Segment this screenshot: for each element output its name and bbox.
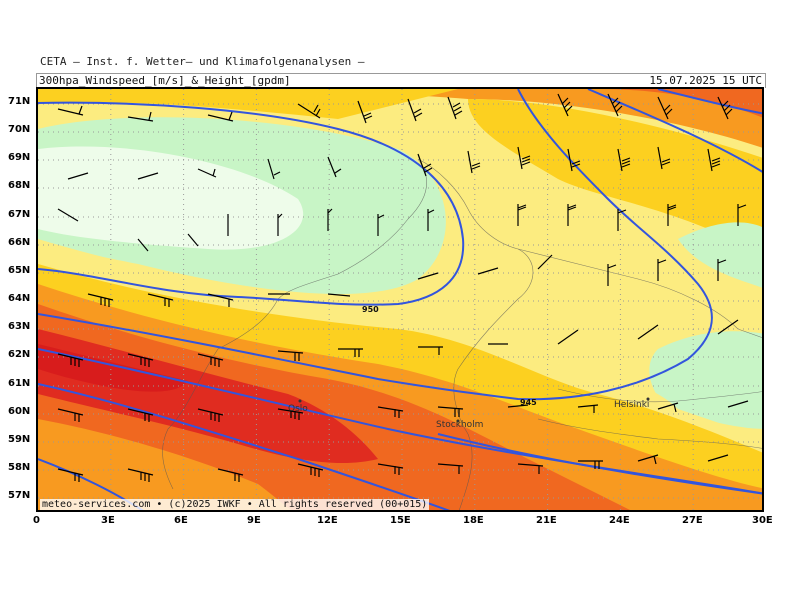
lon-label-0: 0 <box>33 515 40 526</box>
lat-label-66n: 66N <box>8 237 31 248</box>
ws-band-light-green-ne <box>678 222 762 288</box>
lat-label-59n: 59N <box>8 434 31 445</box>
contour-935 <box>38 383 451 510</box>
lat-label-70n: 70N <box>8 124 31 135</box>
lat-label-68n: 68N <box>8 180 31 191</box>
contour-label-950: 950 <box>362 305 379 314</box>
ws-band-darkorange-ne <box>598 89 762 118</box>
copyright-footer: meteo-services.com • (c)2025 IWKF • All … <box>40 499 430 510</box>
lat-label-60n: 60N <box>8 406 31 417</box>
lat-label-65n: 65N <box>8 265 31 276</box>
contour-label-945: 945 <box>520 398 537 407</box>
lat-label-71n: 71N <box>8 96 31 107</box>
lat-label-69n: 69N <box>8 152 31 163</box>
lat-label-64n: 64N <box>8 293 31 304</box>
contour-940 <box>38 348 762 495</box>
ws-band-light-green-se <box>649 331 762 429</box>
height-contours <box>38 89 762 510</box>
title-bar: 300hpa_Windspeed_[m/s]_&_Height_[gpdm] 1… <box>36 73 766 88</box>
lon-label-15e: 15E <box>390 515 411 526</box>
oslo-marker <box>298 399 302 403</box>
map-canvas: Oslo Stockholm Helsinki 950 945 <box>38 89 762 510</box>
valid-time: 15.07.2025 15 UTC <box>649 74 762 87</box>
lon-label-30e: 30E <box>752 515 773 526</box>
contour-955 <box>38 101 465 306</box>
stockholm-marker <box>456 419 460 423</box>
lat-label-63n: 63N <box>8 321 31 332</box>
lat-label-67n: 67N <box>8 209 31 220</box>
city-oslo: Oslo <box>288 404 308 414</box>
lat-label-58n: 58N <box>8 462 31 473</box>
lon-label-24e: 24E <box>609 515 630 526</box>
lat-label-62n: 62N <box>8 349 31 360</box>
lon-label-6e: 6E <box>174 515 188 526</box>
lon-label-9e: 9E <box>247 515 261 526</box>
ws-band-darkred-core <box>38 344 188 392</box>
city-markers <box>298 397 650 423</box>
helsinki-marker <box>646 397 650 401</box>
wind-barbs <box>57 93 749 482</box>
contour-ne-2 <box>657 89 762 115</box>
weather-map: Oslo Stockholm Helsinki 950 945 meteo-se… <box>36 87 764 512</box>
lon-label-12e: 12E <box>317 515 338 526</box>
lon-label-18e: 18E <box>463 515 484 526</box>
lat-label-57n: 57N <box>8 490 31 501</box>
map-title: 300hpa_Windspeed_[m/s]_&_Height_[gpdm] <box>39 74 291 87</box>
ws-band-very-light <box>38 146 304 250</box>
contour-ne-1 <box>587 89 762 173</box>
lon-label-27e: 27E <box>682 515 703 526</box>
contour-945 <box>38 89 713 401</box>
city-stockholm: Stockholm <box>436 420 483 430</box>
source-header: CETA — Inst. f. Wetter— und Klimafolgena… <box>40 55 365 68</box>
lon-label-3e: 3E <box>101 515 115 526</box>
lat-label-61n: 61N <box>8 378 31 389</box>
ws-band-red <box>38 329 378 464</box>
lon-label-21e: 21E <box>536 515 557 526</box>
ws-band-orange-north <box>38 89 762 148</box>
city-helsinki: Helsinki <box>614 400 649 410</box>
